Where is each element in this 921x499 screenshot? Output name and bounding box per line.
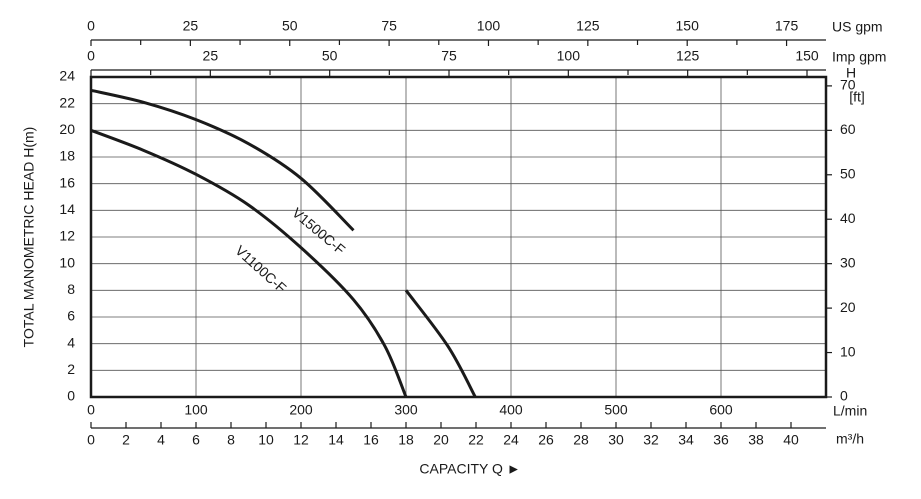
- y-tick-label: 12: [59, 228, 75, 244]
- plot-frame: [89, 75, 828, 399]
- y-tick-label: 8: [67, 281, 75, 297]
- y-tick-label: 14: [59, 201, 75, 217]
- axis-tick-label: 16: [363, 432, 379, 448]
- axis-tick-label: 125: [576, 18, 600, 34]
- axis-tick-label: 18: [398, 432, 414, 448]
- axis-tick-label: 75: [441, 48, 457, 64]
- y2-title: H: [846, 65, 856, 81]
- axis-tick-label: 14: [328, 432, 344, 448]
- curve: [404, 289, 477, 398]
- y-tick-label: 4: [67, 334, 75, 350]
- axis-tick-label: 150: [795, 48, 819, 64]
- x-axis-title: CAPACITY Q ►: [419, 461, 520, 477]
- axis-tick-label: 38: [748, 432, 764, 448]
- axis-tick-label: 4: [157, 432, 165, 448]
- x-unit: L/min: [833, 403, 867, 419]
- axis-tick-label: 8: [227, 432, 235, 448]
- curve: [90, 88, 355, 232]
- x-tick-label: 200: [289, 402, 313, 418]
- curve-label: V1100C-F: [232, 242, 289, 296]
- axis-tick-label: 20: [433, 432, 449, 448]
- y-tick-label: 16: [59, 174, 75, 190]
- x-tick-label: 600: [709, 402, 733, 418]
- axis-tick-label: 24: [503, 432, 519, 448]
- axis-tick-label: 0: [87, 432, 95, 448]
- axis-tick-label: 50: [282, 18, 298, 34]
- axis-tick-label: 25: [203, 48, 219, 64]
- axis-tick-label: 25: [183, 18, 199, 34]
- y2-tick-label: 0: [840, 388, 848, 404]
- axis-unit: US gpm: [832, 19, 883, 35]
- y-axis-title: TOTAL MANOMETRIC HEAD H(m): [21, 127, 37, 348]
- y2-tick-label: 50: [840, 165, 856, 181]
- y2-tick-label: 70: [840, 77, 856, 93]
- axis-tick-label: 175: [775, 18, 799, 34]
- curve-label: V1500C-F: [289, 204, 348, 257]
- axis-tick-label: 10: [258, 432, 274, 448]
- x-tick-label: 400: [499, 402, 523, 418]
- x-tick-label: 0: [87, 402, 95, 418]
- y-tick-label: 18: [59, 148, 75, 164]
- y-tick-label: 0: [67, 388, 75, 404]
- axis-tick-label: 32: [643, 432, 659, 448]
- axis-tick-label: 6: [192, 432, 200, 448]
- y-tick-label: 6: [67, 308, 75, 324]
- axis-tick-label: 0: [87, 18, 95, 34]
- y2-tick-label: 30: [840, 254, 856, 270]
- curve: [90, 128, 408, 398]
- axis-tick-label: 100: [557, 48, 581, 64]
- y-tick-label: 2: [67, 361, 75, 377]
- axis-tick-label: 40: [783, 432, 799, 448]
- x-tick-label: 100: [184, 402, 208, 418]
- axis-tick-label: 22: [468, 432, 484, 448]
- axis-unit: m³/h: [836, 431, 864, 447]
- axis-tick-label: 100: [477, 18, 501, 34]
- axis-tick-label: 12: [293, 432, 309, 448]
- x-tick-label: 300: [394, 402, 418, 418]
- axis-tick-label: 28: [573, 432, 589, 448]
- y-tick-label: 10: [59, 254, 75, 270]
- axis-tick-label: 2: [122, 432, 130, 448]
- axis-tick-label: 0: [87, 48, 95, 64]
- axis-tick-label: 36: [713, 432, 729, 448]
- y2-title: [ft]: [849, 89, 865, 105]
- axis-tick-label: 34: [678, 432, 694, 448]
- axis-tick-label: 26: [538, 432, 554, 448]
- axis-tick-label: 75: [381, 18, 397, 34]
- axis-tick-label: 50: [322, 48, 338, 64]
- axis-unit: Imp gpm: [832, 49, 886, 65]
- y2-tick-label: 40: [840, 210, 856, 226]
- x-tick-label: 500: [604, 402, 628, 418]
- axis-tick-label: 30: [608, 432, 624, 448]
- y2-tick-label: 20: [840, 299, 856, 315]
- y-tick-label: 22: [59, 94, 75, 110]
- y-tick-label: 24: [59, 68, 75, 84]
- y2-tick-label: 10: [840, 343, 856, 359]
- axis-tick-label: 150: [676, 18, 700, 34]
- y2-tick-label: 60: [840, 121, 856, 137]
- axis-tick-label: 125: [676, 48, 700, 64]
- y-tick-label: 20: [59, 121, 75, 137]
